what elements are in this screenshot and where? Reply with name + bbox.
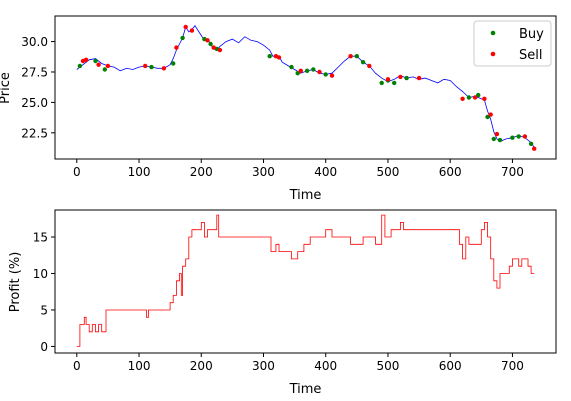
- sell-point: [488, 112, 493, 117]
- buy-point: [93, 58, 98, 64]
- price-chart-xlabel: Time: [289, 188, 322, 203]
- sell-point: [398, 74, 403, 80]
- profit-chart-xlabel: Time: [289, 382, 322, 397]
- sell-point: [494, 131, 500, 137]
- profit-ytick-label: 0: [40, 340, 48, 354]
- sell-point: [460, 96, 465, 102]
- buy-point: [392, 80, 397, 86]
- sell-point: [298, 68, 303, 74]
- buy-point: [267, 54, 272, 59]
- sell-point: [522, 134, 528, 139]
- sell-point: [174, 45, 179, 50]
- price-chart: 0 100 200 300 400 500 600 700 22.5 25.0 27.5 30.0 T…: [0, 15, 557, 203]
- buy-point: [510, 135, 515, 140]
- buy-point: [476, 92, 481, 98]
- profit-ytick-label: 10: [33, 267, 48, 281]
- sell-point: [416, 75, 422, 81]
- sell-point: [317, 69, 322, 75]
- price-xtick-label: 500: [377, 165, 400, 179]
- price-ytick-label: 25.0: [21, 96, 48, 110]
- sell-point: [183, 24, 188, 30]
- profit-xtick-label: 600: [439, 359, 462, 373]
- profit-xtick-label: 0: [73, 359, 81, 373]
- sell-point: [143, 63, 148, 69]
- sell-point: [217, 47, 223, 53]
- profit-chart-ylabel: Profit (%): [8, 252, 23, 313]
- buy-point: [497, 137, 503, 143]
- buy-point: [289, 64, 294, 70]
- price-xtick-label: 300: [252, 165, 275, 179]
- sell-point: [385, 77, 391, 82]
- buy-point: [491, 136, 496, 142]
- buy-point: [180, 35, 185, 41]
- buy-point: [466, 95, 472, 100]
- price-line: [76, 25, 535, 148]
- buy-point: [516, 134, 521, 139]
- sell-point: [329, 73, 335, 78]
- buy-point: [360, 60, 366, 65]
- profit-xtick-label: 200: [190, 359, 213, 373]
- price-ytick-label: 22.5: [21, 126, 48, 140]
- legend-buy-label: Buy: [519, 27, 544, 42]
- price-xtick-label: 0: [73, 165, 81, 179]
- buy-point: [311, 67, 316, 72]
- price-ytick-label: 30.0: [21, 35, 48, 49]
- legend-sell-label: Sell: [519, 48, 542, 63]
- sell-point: [348, 54, 353, 59]
- price-chart-ticks: 0 100 200 300 400 500 600 700 22.5 25.0 27.5 30.0: [21, 35, 524, 179]
- price-xtick-label: 700: [501, 165, 524, 179]
- profit-chart-ticks: 0 100 200 300 400 500 600 700 0 5 10 15: [33, 230, 524, 373]
- buy-point: [102, 67, 108, 72]
- sell-point: [161, 66, 167, 71]
- price-ytick-label: 27.5: [21, 65, 48, 79]
- buy-point: [77, 63, 83, 69]
- legend-sell-marker: [490, 51, 496, 57]
- buy-point: [208, 41, 213, 47]
- sell-point: [189, 28, 195, 33]
- price-xtick-label: 400: [314, 165, 337, 179]
- buy-point: [485, 114, 490, 120]
- sell-point: [83, 57, 89, 62]
- price-xtick-label: 600: [439, 165, 462, 179]
- profit-ytick-label: 5: [40, 303, 48, 317]
- sell-point: [205, 38, 210, 43]
- profit-line: [76, 214, 535, 347]
- legend: Buy Sell: [473, 20, 552, 67]
- profit-ytick-label: 15: [33, 230, 48, 244]
- buy-point: [323, 72, 328, 77]
- sell-point: [211, 45, 216, 50]
- profit-xtick-label: 100: [128, 359, 151, 373]
- sell-point: [276, 55, 282, 60]
- buy-point: [379, 80, 384, 86]
- sell-point: [482, 96, 487, 102]
- buy-point: [404, 75, 409, 81]
- price-chart-frame: [54, 15, 557, 160]
- profit-xtick-label: 500: [377, 359, 400, 373]
- profit-chart: 0 100 200 300 400 500 600 700 0 5 10 15 Time Profit…: [8, 209, 557, 397]
- profit-xtick-label: 300: [252, 359, 275, 373]
- price-chart-plot-area: [76, 24, 537, 151]
- sell-point: [472, 95, 478, 100]
- buy-point: [354, 54, 359, 59]
- profit-xtick-label: 400: [314, 359, 337, 373]
- sell-point: [532, 146, 537, 151]
- sell-point: [105, 63, 111, 69]
- buy-point: [295, 71, 300, 76]
- sell-point: [367, 63, 372, 69]
- sell-point: [96, 62, 101, 67]
- buy-point: [304, 68, 310, 74]
- profit-chart-frame: [54, 209, 557, 354]
- profit-chart-plot-area: [76, 214, 535, 347]
- buy-point: [528, 141, 534, 146]
- buy-point: [171, 61, 176, 66]
- price-xtick-label: 200: [190, 165, 213, 179]
- profit-xtick-label: 700: [501, 359, 524, 373]
- price-xtick-label: 100: [128, 165, 151, 179]
- buy-point: [149, 64, 154, 70]
- legend-buy-marker: [490, 30, 496, 36]
- price-chart-ylabel: Price: [0, 72, 13, 104]
